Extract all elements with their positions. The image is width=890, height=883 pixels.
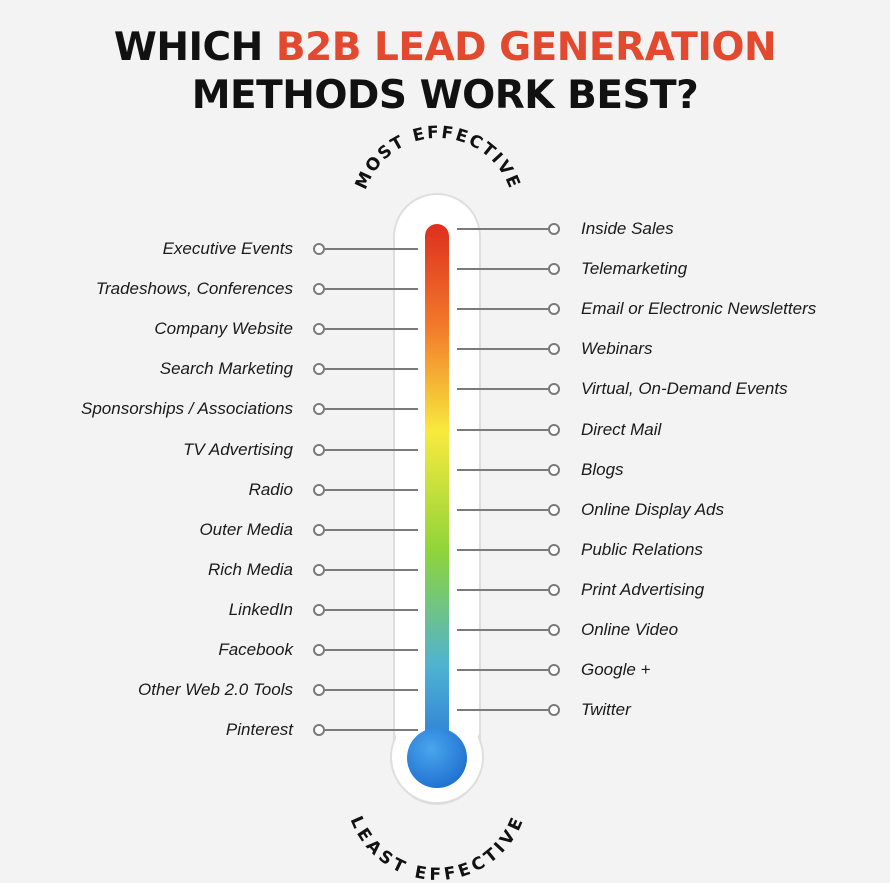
title-prefix: WHICH bbox=[113, 25, 263, 70]
marker-dot-left bbox=[313, 484, 325, 496]
method-label-company-website: Company Website bbox=[154, 319, 293, 338]
marker-dot-left bbox=[313, 243, 325, 255]
marker-dot-right bbox=[548, 504, 560, 516]
marker-dot-left bbox=[313, 363, 325, 375]
method-label-tv-advertising: TV Advertising bbox=[183, 440, 293, 459]
mercury-column bbox=[425, 224, 449, 744]
method-label-sponsorships-associations: Sponsorships / Associations bbox=[81, 399, 293, 418]
marker-dot-right bbox=[548, 223, 560, 235]
method-label-outer-media: Outer Media bbox=[199, 520, 293, 539]
method-label-google: Google + bbox=[581, 660, 651, 679]
marker-dot-right bbox=[548, 383, 560, 395]
title-line-2: METHODS WORK BEST? bbox=[191, 73, 699, 118]
method-label-facebook: Facebook bbox=[218, 640, 293, 659]
method-label-email-or-electronic-newsletters: Email or Electronic Newsletters bbox=[581, 299, 817, 318]
marker-dot-left bbox=[313, 644, 325, 656]
marker-dot-left bbox=[313, 684, 325, 696]
marker-dot-left bbox=[313, 444, 325, 456]
marker-dot-right bbox=[548, 303, 560, 315]
method-label-blogs: Blogs bbox=[581, 460, 624, 479]
marker-dot-left bbox=[313, 283, 325, 295]
method-label-search-marketing: Search Marketing bbox=[159, 359, 293, 378]
method-label-print-advertising: Print Advertising bbox=[581, 580, 705, 599]
method-label-webinars: Webinars bbox=[581, 339, 653, 358]
method-label-telemarketing: Telemarketing bbox=[581, 259, 688, 278]
method-label-other-web-2-0-tools: Other Web 2.0 Tools bbox=[138, 680, 293, 699]
thermometer-bulb bbox=[407, 728, 467, 788]
method-label-direct-mail: Direct Mail bbox=[581, 420, 662, 439]
method-label-virtual-on-demand-events: Virtual, On-Demand Events bbox=[581, 379, 788, 398]
marker-dot-left bbox=[313, 403, 325, 415]
method-label-tradeshows-conferences: Tradeshows, Conferences bbox=[95, 279, 293, 298]
method-label-pinterest: Pinterest bbox=[225, 720, 293, 739]
marker-dot-right bbox=[548, 343, 560, 355]
marker-dot-right bbox=[548, 664, 560, 676]
title-line-1: WHICH B2B LEAD GENERATION bbox=[0, 24, 890, 72]
marker-dot-right bbox=[548, 544, 560, 556]
marker-dot-right bbox=[548, 464, 560, 476]
method-label-twitter: Twitter bbox=[581, 700, 631, 719]
marker-dot-left bbox=[313, 323, 325, 335]
title-accent: B2B LEAD GENERATION bbox=[275, 25, 777, 70]
method-label-executive-events: Executive Events bbox=[162, 239, 293, 258]
marker-dot-right bbox=[548, 424, 560, 436]
method-label-public-relations: Public Relations bbox=[581, 540, 703, 559]
marker-dot-right bbox=[548, 704, 560, 716]
method-label-online-video: Online Video bbox=[581, 620, 679, 639]
leader-lines bbox=[313, 223, 560, 736]
method-label-inside-sales: Inside Sales bbox=[581, 219, 674, 238]
marker-dot-right bbox=[548, 624, 560, 636]
marker-dot-left bbox=[313, 604, 325, 616]
method-label-rich-media: Rich Media bbox=[207, 560, 293, 579]
marker-dot-right bbox=[548, 263, 560, 275]
method-label-online-display-ads: Online Display Ads bbox=[581, 500, 724, 519]
marker-dot-left bbox=[313, 564, 325, 576]
marker-dot-left bbox=[313, 724, 325, 736]
marker-dot-left bbox=[313, 524, 325, 536]
most-effective-label: MOST EFFECTIVE bbox=[352, 123, 525, 193]
least-effective-label: LEAST EFFECTIVE bbox=[346, 813, 529, 883]
method-label-linkedin: LinkedIn bbox=[228, 600, 293, 619]
marker-dot-right bbox=[548, 584, 560, 596]
method-label-radio: Radio bbox=[248, 480, 293, 499]
